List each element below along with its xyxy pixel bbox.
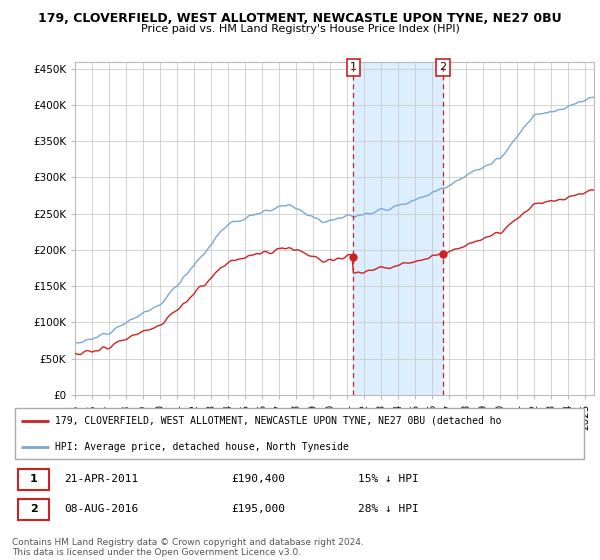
Text: 179, CLOVERFIELD, WEST ALLOTMENT, NEWCASTLE UPON TYNE, NE27 0BU: 179, CLOVERFIELD, WEST ALLOTMENT, NEWCAS… [38, 12, 562, 25]
Text: 2: 2 [30, 505, 37, 514]
Bar [353, 62, 443, 395]
Text: 15% ↓ HPI: 15% ↓ HPI [358, 474, 418, 484]
Text: 28% ↓ HPI: 28% ↓ HPI [358, 505, 418, 514]
FancyBboxPatch shape [18, 469, 49, 490]
Text: 179, CLOVERFIELD, WEST ALLOTMENT, NEWCASTLE UPON TYNE, NE27 0BU (detached ho: 179, CLOVERFIELD, WEST ALLOTMENT, NEWCAS… [55, 416, 502, 426]
Text: £190,400: £190,400 [231, 474, 285, 484]
Text: £195,000: £195,000 [231, 505, 285, 514]
Text: 2: 2 [440, 62, 446, 72]
FancyBboxPatch shape [15, 408, 584, 459]
FancyBboxPatch shape [18, 498, 49, 520]
Text: 21-APR-2011: 21-APR-2011 [64, 474, 138, 484]
Text: Contains HM Land Registry data © Crown copyright and database right 2024.
This d: Contains HM Land Registry data © Crown c… [12, 538, 364, 557]
Text: 1: 1 [30, 474, 37, 484]
Text: 08-AUG-2016: 08-AUG-2016 [64, 505, 138, 514]
Text: Price paid vs. HM Land Registry's House Price Index (HPI): Price paid vs. HM Land Registry's House … [140, 24, 460, 34]
Text: 1: 1 [350, 62, 357, 72]
Text: HPI: Average price, detached house, North Tyneside: HPI: Average price, detached house, Nort… [55, 442, 349, 451]
